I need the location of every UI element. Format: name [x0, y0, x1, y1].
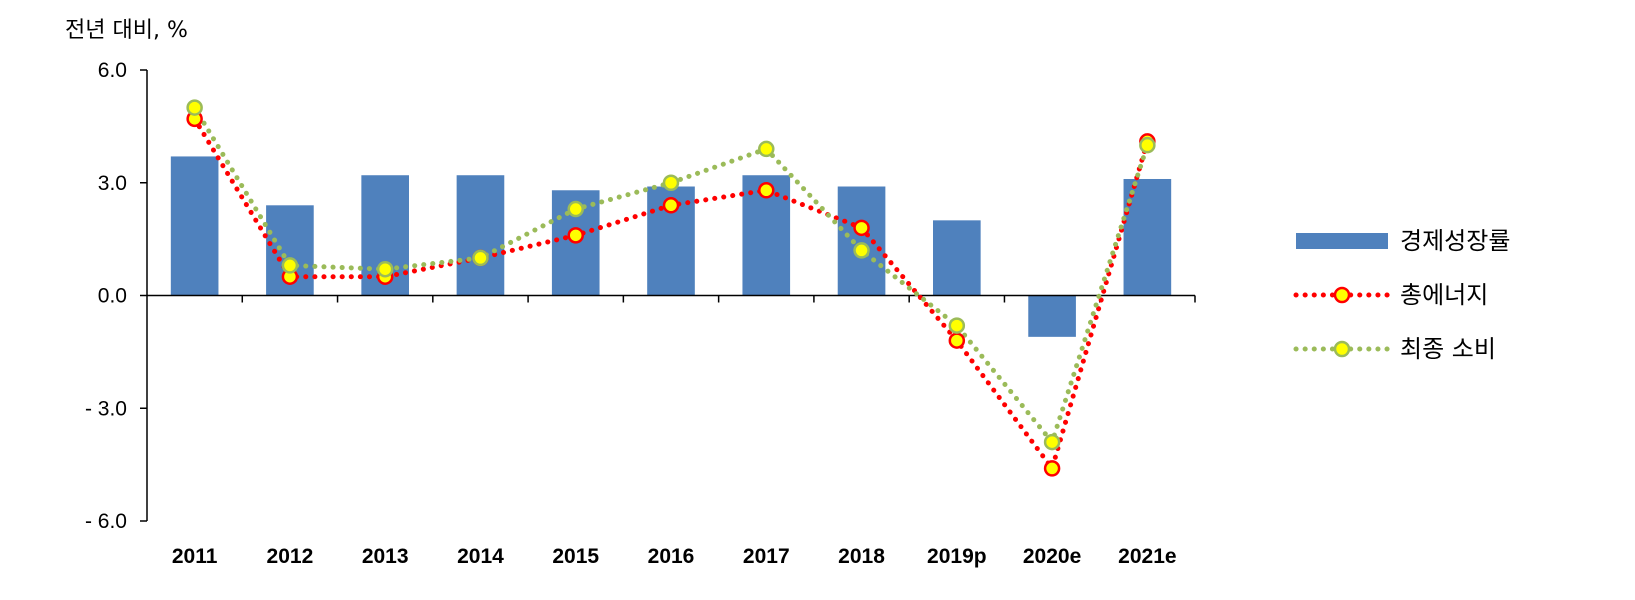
- y-tick-label: - 3.0: [85, 397, 127, 420]
- y-tick-label: 0.0: [98, 285, 127, 308]
- marker-series-1-2017: [758, 182, 775, 199]
- y-tick-labels: 6.0 3.0 0.0 - 3.0 - 6.0: [85, 59, 127, 533]
- bar-2011: [170, 156, 219, 296]
- y-tick-label: 3.0: [98, 172, 127, 195]
- marker-series-1-2020e: [1043, 460, 1061, 477]
- marker-series-1-2015: [567, 227, 584, 244]
- marker-series-2-2020e: [1043, 433, 1061, 451]
- x-tick-label: 2015: [552, 545, 599, 568]
- marker-series-1-2016: [662, 197, 680, 214]
- legend-label: 최종 소비: [1400, 335, 1496, 363]
- marker-series-2-2011: [186, 99, 203, 116]
- legend-swatch-marker: [1333, 340, 1351, 358]
- x-tick-label: 2017: [743, 545, 790, 568]
- legend-label: 총에너지: [1400, 281, 1488, 309]
- x-tick-label: 2011: [172, 545, 218, 568]
- legend-swatch-marker: [1333, 286, 1351, 304]
- legend-swatch-bar: [1296, 233, 1388, 249]
- x-tick-labels: 2011 2012 2013 2014 2015 2016 2017 2018 2019p 202…: [172, 545, 1177, 568]
- marker-series-2-2012: [281, 257, 299, 274]
- marker-series-2-2017: [758, 140, 775, 158]
- y-unit-label: 전년 대비, %: [65, 18, 188, 43]
- axes-group: [140, 69, 1196, 522]
- legend-label: 경제성장률: [1400, 227, 1510, 255]
- line-series-group: [186, 99, 1156, 477]
- marker-series-2-2013: [376, 260, 394, 278]
- marker-series-2-2019p: [948, 317, 966, 334]
- marker-series-1-2019p: [948, 332, 966, 349]
- bar-2019p: [933, 220, 981, 296]
- x-tick-label: 2020e: [1023, 545, 1081, 568]
- marker-series-1-2018: [853, 219, 870, 237]
- x-tick-label: 2021e: [1118, 545, 1176, 568]
- marker-series-2-2018: [853, 242, 870, 259]
- bar-2018: [837, 186, 886, 296]
- bar-2020e: [1028, 295, 1076, 337]
- x-tick-label: 2012: [267, 545, 314, 568]
- y-tick-label: - 6.0: [85, 510, 127, 533]
- y-tick-label: 6.0: [98, 59, 127, 82]
- marker-series-2-2021e: [1139, 136, 1156, 154]
- x-tick-label: 2018: [838, 545, 885, 568]
- marker-series-2-2015: [567, 200, 584, 218]
- bar-2021e: [1123, 178, 1172, 296]
- marker-series-2-2016: [662, 174, 680, 191]
- x-tick-label: 2016: [648, 545, 695, 568]
- bar-2014: [456, 175, 505, 296]
- x-tick-label: 2013: [362, 545, 409, 568]
- x-tick-label: 2014: [457, 545, 504, 568]
- marker-series-2-2014: [472, 249, 489, 267]
- x-tick-label: 2019p: [927, 545, 987, 568]
